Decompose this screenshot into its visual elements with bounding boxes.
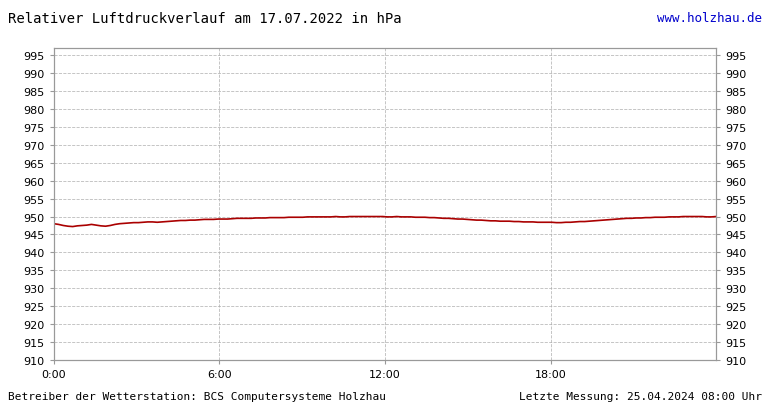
Text: www.holzhau.de: www.holzhau.de [658,12,762,25]
Text: Betreiber der Wetterstation: BCS Computersysteme Holzhau: Betreiber der Wetterstation: BCS Compute… [8,391,386,401]
Text: Letzte Messung: 25.04.2024 08:00 Uhr: Letzte Messung: 25.04.2024 08:00 Uhr [519,391,762,401]
Text: Relativer Luftdruckverlauf am 17.07.2022 in hPa: Relativer Luftdruckverlauf am 17.07.2022… [8,12,401,26]
